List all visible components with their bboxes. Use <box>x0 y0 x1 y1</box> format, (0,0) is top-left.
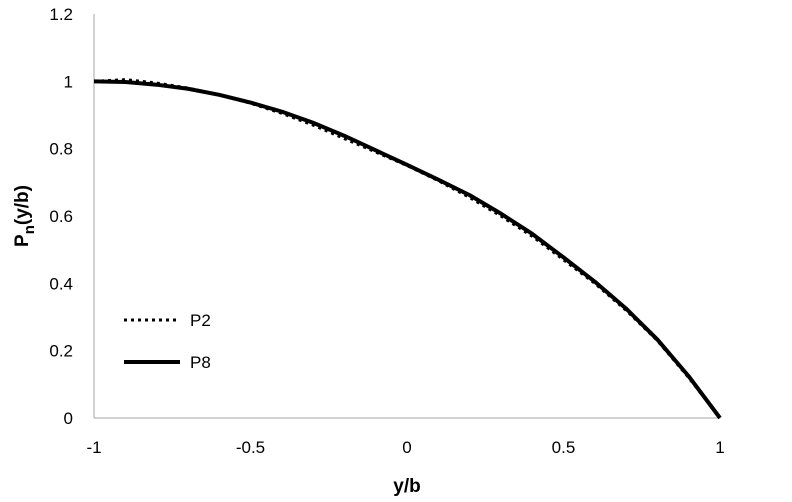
legend-item-p8: P8 <box>124 353 211 372</box>
y-tick-label: 1.2 <box>49 5 73 24</box>
x-axis-ticks: -1 -0.5 0 0.5 1 <box>86 438 724 457</box>
legend-item-p2: P2 <box>124 311 211 330</box>
y-tick-label: 0 <box>64 409 73 428</box>
series-line-p8 <box>93 79 722 420</box>
legend-label-p2: P2 <box>190 311 211 330</box>
y-tick-label: 0.2 <box>49 342 73 361</box>
series-layer <box>93 78 722 420</box>
y-tick-label: 0.4 <box>49 274 73 293</box>
y-axis-title: Pn(y/b) <box>12 185 38 247</box>
y-axis-title-rest: (y/b) <box>12 185 33 225</box>
x-tick-label: -0.5 <box>236 438 265 457</box>
x-tick-label: 1 <box>715 438 724 457</box>
x-axis-title: y/b <box>393 476 420 497</box>
legend-label-p8: P8 <box>190 353 211 372</box>
series-line-p2 <box>93 78 722 419</box>
y-tick-label: 0.8 <box>49 140 73 159</box>
x-tick-label: 0 <box>402 438 411 457</box>
x-tick-label: 0.5 <box>552 438 576 457</box>
x-tick-label: -1 <box>86 438 101 457</box>
plot-area: -1 -0.5 0 0.5 1 0 0.2 0.4 0.6 0.8 1 1.2 <box>49 5 724 457</box>
y-axis-title-main: P <box>12 234 33 247</box>
y-axis-ticks: 0 0.2 0.4 0.6 0.8 1 1.2 <box>49 5 73 428</box>
y-tick-label: 0.6 <box>49 207 73 226</box>
legend: P2 P8 <box>124 311 211 372</box>
y-tick-label: 1 <box>64 72 73 91</box>
y-axis-title-subscript: n <box>21 225 38 234</box>
